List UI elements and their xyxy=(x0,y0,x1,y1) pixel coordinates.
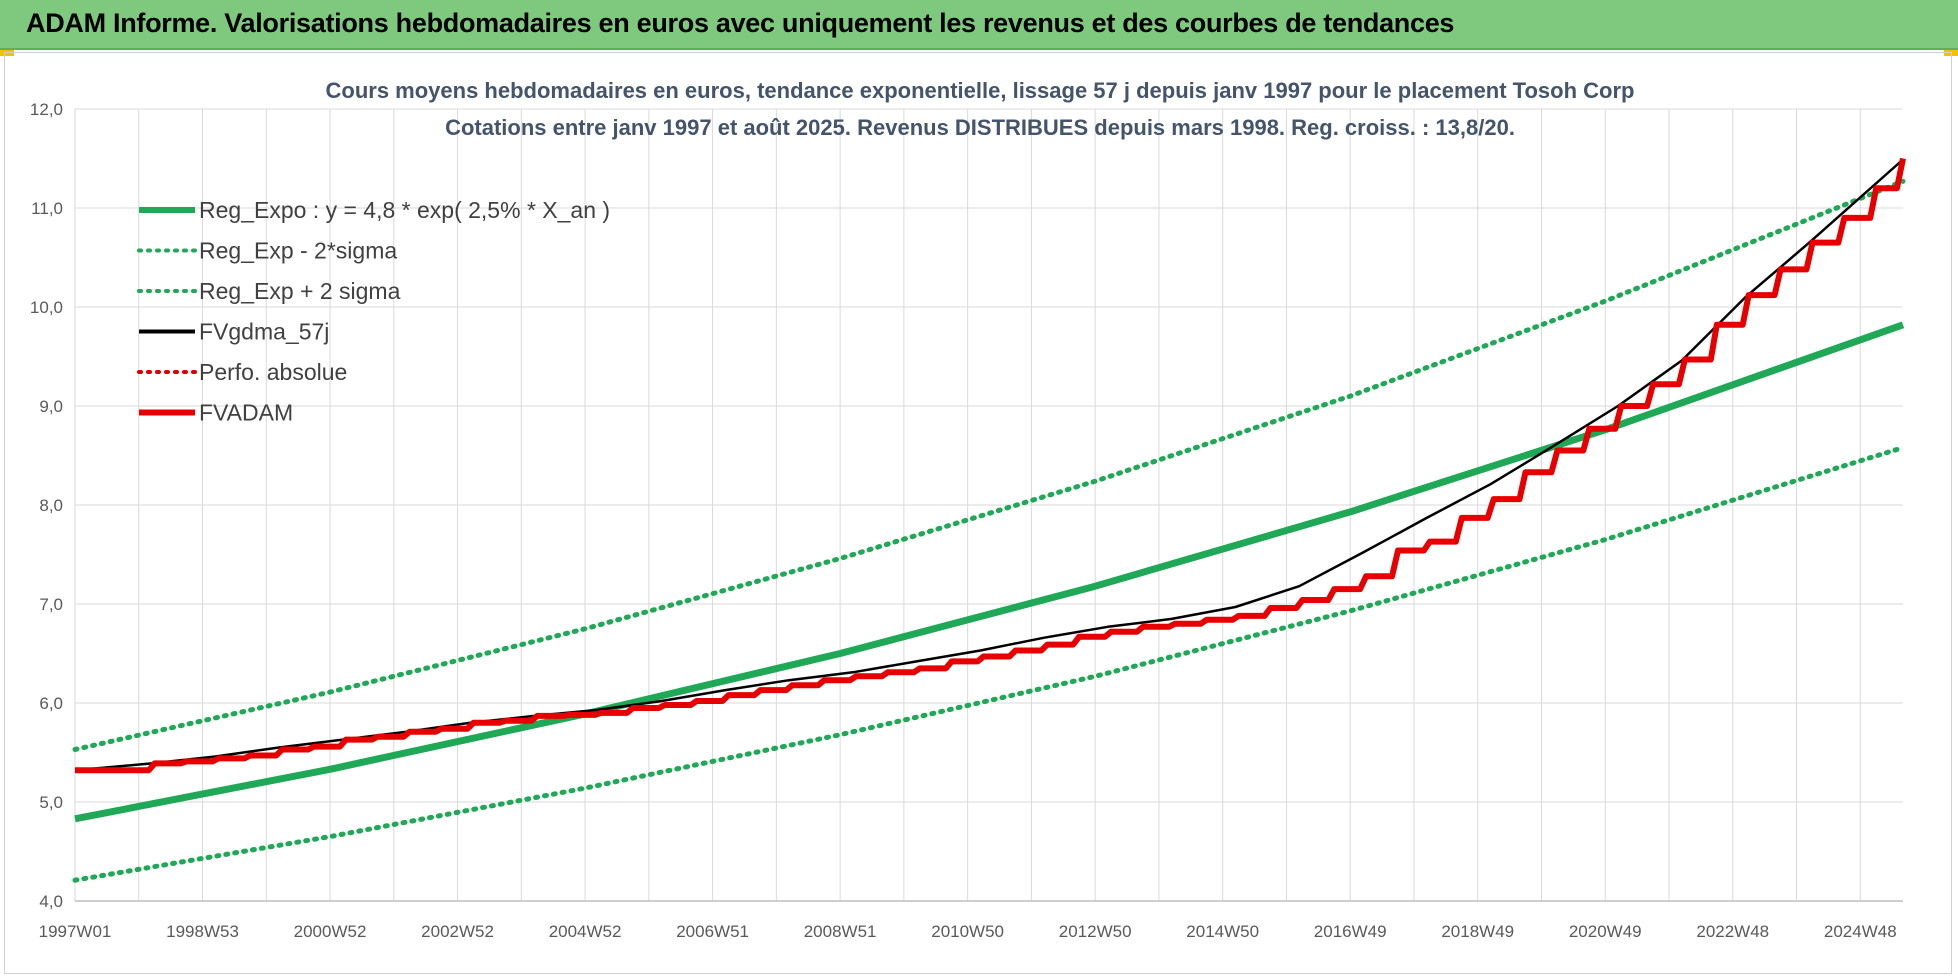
y-tick-label: 6,0 xyxy=(39,694,63,713)
x-tick-label: 1997W01 xyxy=(39,922,112,941)
chart-subtitle: Cotations entre janv 1997 et août 2025. … xyxy=(445,115,1515,140)
legend-label: FVgdma_57j xyxy=(199,319,329,345)
x-tick-label: 2024W48 xyxy=(1824,922,1897,941)
series-line xyxy=(74,321,1905,823)
series-layer xyxy=(72,157,1906,883)
y-tick-label: 9,0 xyxy=(39,397,63,416)
x-tick-label: 2022W48 xyxy=(1696,922,1769,941)
axes: 4,0 5,0 6,0 7,0 8,0 9,0 10,0 11,0 12,0 1997W01 199… xyxy=(30,100,1903,941)
y-tick-label: 7,0 xyxy=(39,595,63,614)
y-tick-label: 10,0 xyxy=(30,298,63,317)
corner-marker-left xyxy=(0,50,14,56)
chart: 4,0 5,0 6,0 7,0 8,0 9,0 10,0 11,0 12,0 1997W01 199… xyxy=(30,78,1906,941)
legend: Reg_Expo : y = 4,8 * exp( 2,5% * X_an ) R… xyxy=(137,197,610,426)
x-tick-label: 2008W51 xyxy=(804,922,877,941)
x-tick-label: 1998W53 xyxy=(166,922,239,941)
y-tick-label: 4,0 xyxy=(39,892,63,911)
x-tick-label: 2014W50 xyxy=(1186,922,1259,941)
series-line xyxy=(72,445,1906,883)
x-tick-label: 2012W50 xyxy=(1059,922,1132,941)
chart-title: Cours moyens hebdomadaires en euros, ten… xyxy=(326,78,1635,103)
y-tick-label: 5,0 xyxy=(39,793,63,812)
x-tick-label: 2016W49 xyxy=(1314,922,1387,941)
x-tick-label: 2002W52 xyxy=(421,922,494,941)
x-tick-label: 2020W49 xyxy=(1569,922,1642,941)
x-tick-label: 2018W49 xyxy=(1441,922,1514,941)
legend-label: Reg_Expo : y = 4,8 * exp( 2,5% * X_an ) xyxy=(199,197,610,223)
legend-label: FVADAM xyxy=(199,400,293,426)
x-tick-label: 2004W52 xyxy=(549,922,622,941)
chart-frame: 4,0 5,0 6,0 7,0 8,0 9,0 10,0 11,0 12,0 1997W01 199… xyxy=(4,52,1952,974)
legend-label: Reg_Exp + 2 sigma xyxy=(199,278,401,304)
y-tick-label: 8,0 xyxy=(39,496,63,515)
x-tick-label: 2000W52 xyxy=(294,922,367,941)
series-line xyxy=(75,157,1906,774)
y-tick-label: 11,0 xyxy=(31,199,63,218)
grid xyxy=(74,108,1903,902)
x-tick-label: 2006W51 xyxy=(676,922,749,941)
page-title: ADAM Informe. Valorisations hebdomadaire… xyxy=(26,8,1455,38)
series-line xyxy=(72,178,1906,752)
legend-label: Perfo. absolue xyxy=(199,359,347,385)
y-tick-label: 12,0 xyxy=(30,100,63,119)
legend-label: Reg_Exp - 2*sigma xyxy=(199,238,397,264)
header-bar: ADAM Informe. Valorisations hebdomadaire… xyxy=(0,0,1958,50)
x-tick-label: 2010W50 xyxy=(931,922,1004,941)
